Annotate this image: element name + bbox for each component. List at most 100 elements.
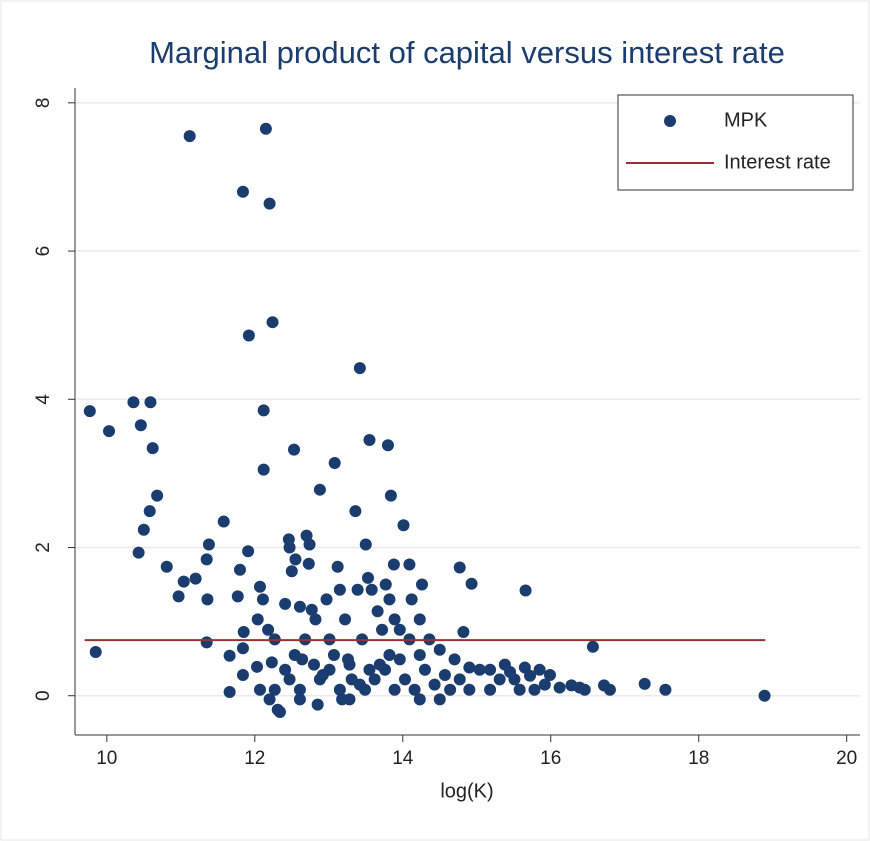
chart-title: Marginal product of capital versus inter…: [149, 35, 785, 70]
point: [659, 683, 672, 696]
point: [309, 613, 322, 626]
point: [242, 545, 255, 558]
point: [578, 683, 591, 696]
y-tick-label: 4: [33, 394, 54, 405]
point: [311, 698, 324, 711]
point: [89, 645, 102, 658]
point: [231, 590, 244, 603]
point: [251, 660, 264, 673]
point: [134, 419, 147, 432]
point: [493, 673, 506, 686]
point: [217, 515, 230, 528]
point: [353, 362, 366, 375]
point: [257, 463, 270, 476]
point: [137, 523, 150, 536]
point: [263, 693, 276, 706]
y-tick-label: 8: [33, 98, 54, 109]
point: [415, 578, 428, 591]
point: [388, 683, 401, 696]
point: [200, 553, 213, 566]
x-tick-label: 12: [244, 748, 265, 769]
point: [518, 661, 531, 674]
point: [393, 623, 406, 636]
point: [444, 683, 457, 696]
point: [457, 625, 470, 638]
legend-box: [617, 94, 854, 191]
point: [379, 578, 392, 591]
point: [266, 316, 279, 329]
point: [383, 593, 396, 606]
point: [160, 560, 173, 573]
point: [359, 538, 372, 551]
point: [433, 643, 446, 656]
x-tick-label: 20: [836, 748, 857, 769]
point: [223, 686, 236, 699]
point: [387, 558, 400, 571]
point: [397, 519, 410, 532]
x-tick-label: 16: [540, 748, 561, 769]
point: [538, 678, 551, 691]
point: [223, 649, 236, 662]
point: [328, 457, 341, 470]
point: [428, 678, 441, 691]
point: [256, 593, 269, 606]
legend-label: MPK: [724, 109, 768, 131]
x-tick-label: 10: [96, 748, 117, 769]
point: [302, 557, 315, 570]
point: [343, 658, 356, 671]
point: [177, 575, 190, 588]
point: [285, 565, 298, 578]
point: [638, 677, 651, 690]
point: [484, 683, 497, 696]
point: [242, 329, 255, 342]
x-tick-label: 18: [688, 748, 709, 769]
point: [236, 642, 249, 655]
point: [363, 663, 376, 676]
point: [288, 648, 301, 661]
point: [438, 668, 451, 681]
point: [586, 640, 599, 653]
x-tick-label: 14: [392, 748, 414, 769]
point: [339, 613, 352, 626]
point: [132, 546, 145, 559]
point: [251, 613, 264, 626]
point: [236, 185, 249, 198]
point: [293, 683, 306, 696]
point: [465, 577, 478, 590]
point: [327, 648, 340, 661]
point: [553, 681, 566, 694]
point: [253, 580, 266, 593]
point: [368, 673, 381, 686]
point: [533, 663, 546, 676]
point: [413, 648, 426, 661]
point: [351, 583, 364, 596]
point: [365, 583, 378, 596]
point: [393, 653, 406, 666]
point: [313, 483, 326, 496]
point: [183, 130, 196, 143]
point: [403, 558, 416, 571]
point: [384, 489, 397, 502]
point: [172, 590, 185, 603]
point: [259, 122, 272, 135]
point: [433, 693, 446, 706]
y-tick-label: 6: [33, 246, 54, 257]
point: [353, 678, 366, 691]
point: [498, 658, 511, 671]
y-tick-label: 0: [33, 690, 54, 701]
point: [473, 663, 486, 676]
legend-label: Interest rate: [724, 151, 831, 173]
point: [320, 593, 333, 606]
point: [305, 603, 318, 616]
point: [418, 663, 431, 676]
point: [273, 706, 286, 719]
point: [758, 689, 771, 702]
point: [413, 693, 426, 706]
point: [268, 683, 281, 696]
point: [388, 613, 401, 626]
point: [83, 405, 96, 418]
point: [371, 605, 384, 618]
point: [363, 434, 376, 447]
point: [236, 668, 249, 681]
